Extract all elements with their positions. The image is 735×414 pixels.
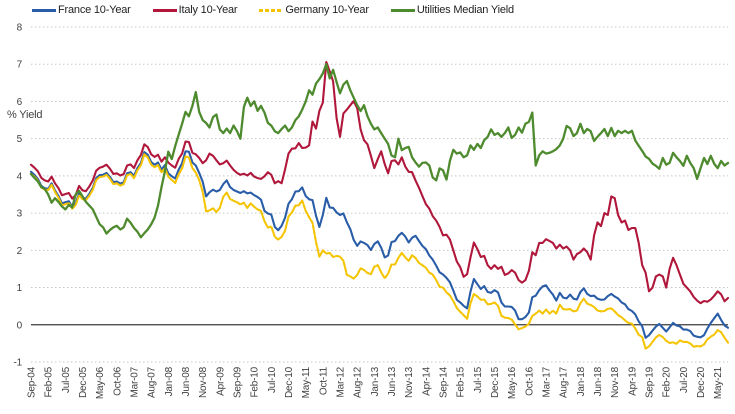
- x-tick-label: Sep-19: [645, 366, 656, 398]
- legend-label: Utilities Median Yield: [416, 4, 514, 16]
- x-tick-label: Apr-09: [215, 366, 226, 395]
- x-tick-label: Oct-06: [112, 366, 123, 395]
- x-tick-label: Jul-10: [267, 366, 278, 393]
- y-tick-label: 2: [17, 246, 23, 257]
- x-tick-label: Mar-17: [542, 366, 553, 397]
- x-tick-label: Dec-05: [78, 366, 89, 398]
- x-tick-label: Feb-15: [456, 366, 467, 397]
- x-tick-label: May-11: [301, 366, 312, 398]
- x-tick-label: Jun-13: [387, 366, 398, 396]
- y-tick-label: 0: [17, 320, 23, 331]
- legend-item-france-10-year: France 10-Year: [32, 4, 131, 16]
- x-tick-label: Aug-12: [353, 366, 364, 398]
- series-line-utilities-median-yield: [29, 63, 730, 239]
- x-tick-label: Aug-17: [559, 366, 570, 398]
- germany-line-swatch-icon: [259, 8, 284, 12]
- legend-item-germany-10-year: Germany 10-Year: [259, 4, 369, 16]
- legend: France 10-Year Italy 10-Year Germany 10-…: [32, 3, 514, 17]
- x-tick-label: Jan-18: [576, 366, 587, 396]
- x-tick-label: Feb-10: [250, 366, 261, 397]
- x-tick-label: Nov-08: [198, 366, 209, 398]
- series-line-germany-10-year: [29, 153, 730, 350]
- x-tick-label: Sep-04: [27, 366, 38, 398]
- legend-item-utilities-median-yield: Utilities Median Yield: [390, 4, 514, 16]
- x-tick-label: Dec-20: [696, 366, 707, 398]
- x-tick-label: Sep-09: [233, 366, 244, 398]
- y-tick-label: 3: [17, 209, 23, 220]
- x-tick-label: Feb-20: [662, 366, 673, 397]
- x-tick-label: Jun-08: [181, 366, 192, 396]
- y-tick-label: 1: [17, 283, 23, 294]
- x-tick-label: Jun-18: [593, 366, 604, 396]
- series-line-italy-10-year: [29, 60, 730, 305]
- y-axis-title: % Yield: [7, 109, 43, 121]
- x-tick-label: Jan-13: [370, 366, 381, 396]
- x-tick-label: Mar-07: [130, 366, 141, 397]
- y-tick-label: 6: [17, 97, 23, 108]
- x-tick-label: Nov-13: [404, 366, 415, 398]
- x-tick-label: Nov-18: [610, 366, 621, 398]
- y-tick-label: 5: [17, 134, 23, 145]
- x-tick-label: Sep-14: [439, 366, 450, 398]
- series-line-france-10-year: [29, 150, 730, 339]
- x-tick-label: Jul-15: [473, 366, 484, 393]
- y-tick-label: -1: [14, 358, 23, 369]
- x-tick-label: May-06: [95, 366, 106, 399]
- y-tick-label: 8: [17, 23, 23, 34]
- x-tick-label: Dec-15: [490, 366, 501, 398]
- italy-line-swatch-icon: [152, 8, 177, 12]
- x-tick-label: Apr-19: [627, 366, 638, 395]
- y-tick-label: 4: [17, 171, 23, 182]
- x-tick-label: Jan-08: [164, 366, 175, 396]
- x-tick-label: Oct-16: [524, 366, 535, 395]
- x-tick-label: Dec-10: [284, 366, 295, 398]
- legend-label: Italy 10-Year: [178, 4, 238, 16]
- legend-label: France 10-Year: [58, 4, 131, 16]
- legend-item-italy-10-year: Italy 10-Year: [152, 4, 238, 16]
- utilities-line-swatch-icon: [390, 8, 415, 12]
- x-tick-label: Feb-05: [44, 366, 55, 397]
- x-tick-label: Apr-14: [421, 366, 432, 395]
- x-tick-label: Jul-05: [61, 366, 72, 393]
- x-tick-label: May-21: [713, 366, 724, 399]
- france-line-swatch-icon: [32, 8, 56, 12]
- x-tick-label: Oct-11: [318, 366, 329, 395]
- x-tick-label: May-16: [507, 366, 518, 399]
- legend-label: Germany 10-Year: [285, 4, 369, 16]
- x-tick-label: Mar-12: [336, 366, 347, 397]
- y-tick-label: 7: [17, 60, 23, 71]
- x-tick-label: Aug-07: [147, 366, 158, 398]
- x-tick-label: Jul-20: [679, 366, 690, 393]
